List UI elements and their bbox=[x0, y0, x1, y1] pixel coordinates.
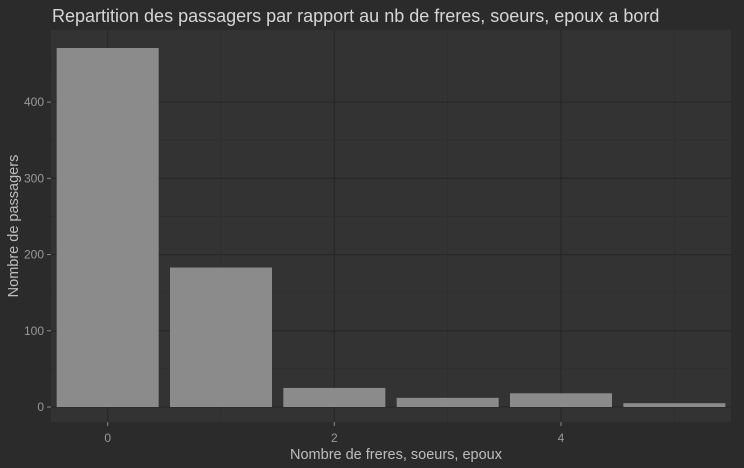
x-tick-label: 2 bbox=[331, 431, 338, 445]
chart-title: Repartition des passagers par rapport au… bbox=[52, 6, 659, 26]
bars bbox=[56, 48, 726, 407]
plot-panel bbox=[51, 30, 731, 422]
y-tick-label: 0 bbox=[37, 400, 44, 414]
bar-2 bbox=[283, 387, 386, 407]
bar-1 bbox=[170, 267, 272, 407]
bar-0 bbox=[56, 48, 159, 407]
bar-3 bbox=[396, 397, 499, 407]
bar-4 bbox=[510, 393, 612, 407]
y-tick-label: 300 bbox=[24, 171, 44, 185]
x-axis-title: Nombre de freres, soeurs, epoux bbox=[290, 447, 503, 463]
x-tick-label: 0 bbox=[104, 431, 111, 445]
bar-5 bbox=[623, 403, 726, 407]
y-axis-title: Nombre de passagers bbox=[6, 155, 22, 298]
y-tick-label: 100 bbox=[24, 324, 44, 338]
x-tick-label: 4 bbox=[558, 431, 565, 445]
y-tick-label: 400 bbox=[24, 95, 44, 109]
axes: 0 100 200 300 400 0 2 4 bbox=[24, 95, 565, 445]
y-tick-label: 200 bbox=[24, 248, 44, 262]
